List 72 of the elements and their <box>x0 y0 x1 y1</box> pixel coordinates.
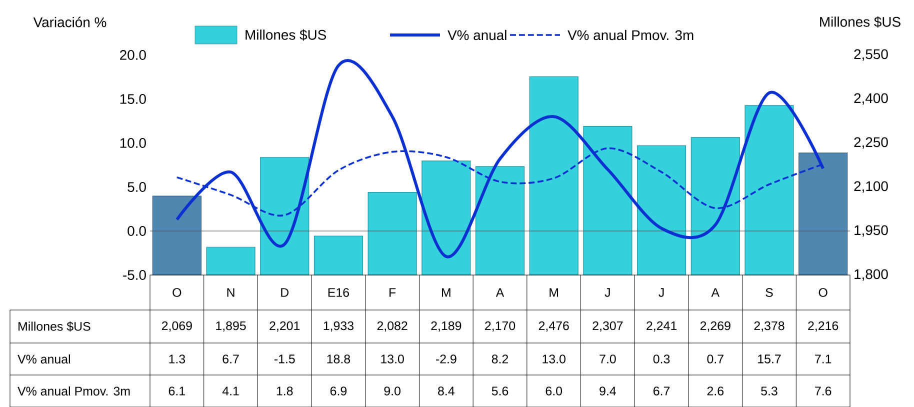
x-tick-label: O <box>172 288 182 297</box>
data-label: 8.4 <box>438 386 454 396</box>
data-label: 18.8 <box>327 354 350 364</box>
data-label: 2,069 <box>162 321 192 332</box>
legend-label: Millones $US <box>246 29 326 41</box>
data-label: 7.0 <box>600 354 616 364</box>
x-tick-label: E16 <box>328 288 349 297</box>
y2-tick-label: 2,400 <box>854 93 888 105</box>
y2-tick-label: 2,100 <box>854 181 888 193</box>
data-label: 2,170 <box>485 321 516 332</box>
data-label: 6.7 <box>654 386 670 396</box>
data-label: 6.7 <box>222 354 239 364</box>
data-label: 13.0 <box>542 354 566 364</box>
y2-tick-label: 2,550 <box>854 49 888 61</box>
data-label: 6.0 <box>546 386 562 396</box>
y-tick-label: 5.0 <box>128 182 146 192</box>
y2-tick-label: 1,800 <box>854 269 888 281</box>
x-tick-label: D <box>281 288 289 297</box>
data-label: 4.1 <box>222 386 239 396</box>
data-label: 1,895 <box>216 321 246 332</box>
data-label: 2.6 <box>707 386 724 396</box>
data-label: 5.3 <box>761 386 778 396</box>
data-label: 2,082 <box>377 321 408 332</box>
data-label: 2,378 <box>754 321 784 332</box>
data-label: 2,241 <box>646 321 677 332</box>
x-tick-label: M <box>442 288 450 297</box>
x-tick-label: J <box>604 288 610 297</box>
data-label: 9.0 <box>384 386 400 396</box>
data-label: 1,933 <box>324 321 354 332</box>
data-label: 2,269 <box>700 321 730 332</box>
y-tick-label: 10.0 <box>120 138 146 148</box>
x-tick-label: S <box>766 288 773 297</box>
data-label: 2,216 <box>808 321 838 332</box>
y-tick-label: 20.0 <box>120 50 146 60</box>
data-label: 2,201 <box>270 321 300 332</box>
data-label: 0.3 <box>653 354 670 364</box>
data-label: 1.8 <box>276 386 293 396</box>
data-label: -2.9 <box>436 354 456 364</box>
data-label: 7.6 <box>815 386 832 396</box>
y2-tick-label: 1,950 <box>854 225 888 237</box>
text: V% anual <box>18 354 70 364</box>
x-tick-label: J <box>658 288 664 297</box>
data-label: 8.2 <box>492 354 508 364</box>
data-label: 7.1 <box>815 354 832 364</box>
x-tick-label: A <box>711 288 720 297</box>
data-label: 6.9 <box>330 386 347 396</box>
x-tick-label: F <box>390 288 396 297</box>
data-label: 6.1 <box>168 386 185 396</box>
data-label: 2,307 <box>592 321 623 332</box>
x-tick-label: A <box>496 288 504 297</box>
legend-label: V% anual Pmov. 3m <box>568 30 694 40</box>
data-label: 13.0 <box>381 354 404 364</box>
text: V% anual Pmov. 3m <box>18 386 130 396</box>
data-label: 5.6 <box>492 386 508 396</box>
y-axis-title: Variación % <box>33 16 106 28</box>
data-label: 2,189 <box>431 321 462 332</box>
x-tick-label: O <box>818 288 828 297</box>
data-label: 2,476 <box>538 321 569 332</box>
data-label: 9.4 <box>600 386 616 396</box>
y-tick-label: -5.0 <box>123 270 146 280</box>
y2-axis-title: Millones $US <box>820 16 900 28</box>
data-label: -1.5 <box>274 354 295 364</box>
x-tick-label: M <box>550 288 558 297</box>
data-label: 1.3 <box>169 354 186 364</box>
y2-tick-label: 2,250 <box>854 137 888 149</box>
y-tick-label: 0.0 <box>128 226 146 236</box>
data-label: 15.7 <box>758 354 781 364</box>
y-tick-label: 15.0 <box>120 94 146 104</box>
legend-label: V% anual <box>448 30 506 40</box>
data-label: 0.7 <box>707 354 724 364</box>
x-tick-label: N <box>227 288 234 297</box>
text: Millones $US <box>18 321 90 332</box>
